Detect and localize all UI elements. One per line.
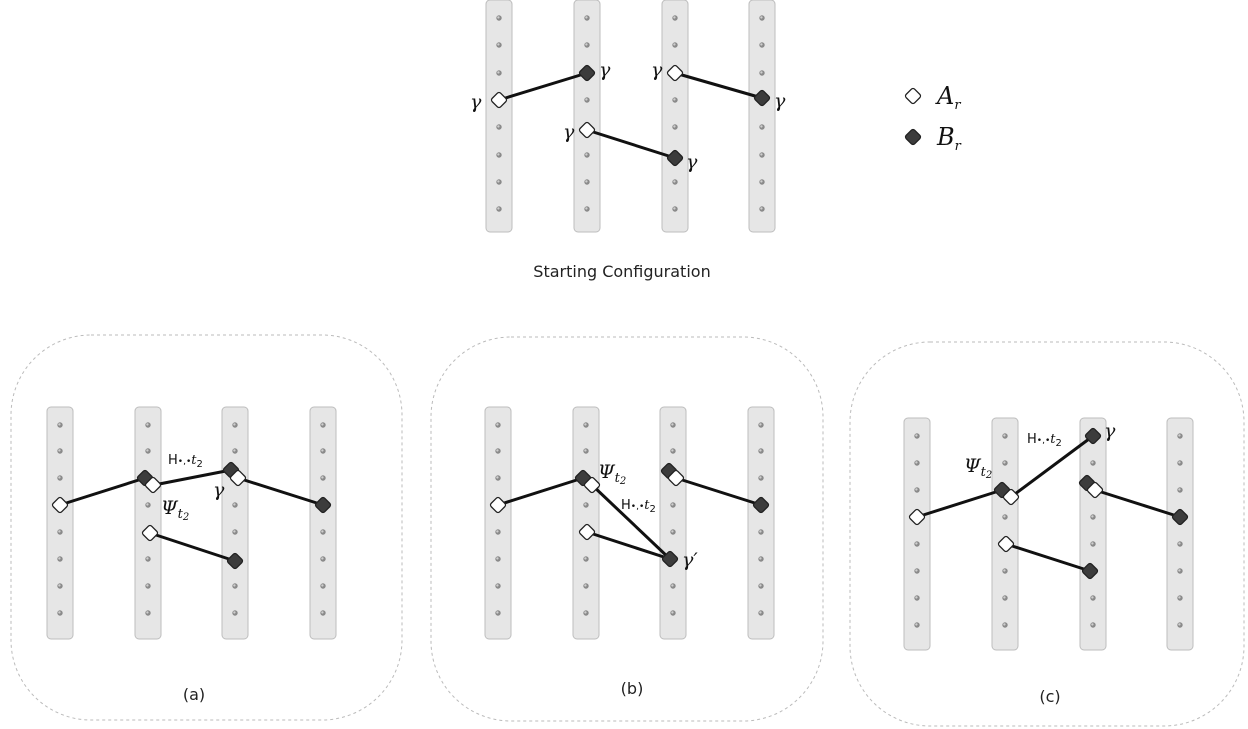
starting-configuration: γ γ γ γ γ γ Starting Configuration [470, 0, 786, 281]
legend-symbol: B [936, 123, 955, 151]
column [661, 0, 689, 233]
gamma-label: γ [774, 90, 786, 112]
gamma-label: γ [213, 479, 225, 501]
filled-node [666, 149, 684, 167]
legend-subscript: r [954, 98, 961, 113]
panel-b: Ψt2 H•,•t2 γ′ (b) [430, 336, 824, 722]
h-label: H•,•t2 [621, 498, 656, 515]
legend: Ar Br [904, 82, 962, 154]
figure-title: Starting Configuration [533, 262, 710, 281]
panel-caption: (b) [621, 679, 644, 698]
column-dots [57, 422, 326, 616]
gamma-label: γ [563, 121, 575, 143]
column [748, 0, 776, 233]
column [485, 0, 513, 233]
svg-text:Ar: Ar [935, 82, 961, 113]
h-label: H•,•t2 [168, 453, 203, 470]
legend-item-b: Br [904, 123, 962, 154]
nodes [490, 64, 771, 167]
panel-caption: (a) [183, 685, 205, 704]
open-node [490, 91, 508, 109]
gamma-label: γ [599, 59, 611, 81]
open-node-marker [904, 87, 922, 105]
psi-label: Ψt2 [598, 461, 626, 487]
filled-node-marker [904, 128, 922, 146]
column [573, 0, 601, 233]
psi-label: Ψt2 [161, 497, 189, 523]
column-dots [914, 433, 1183, 628]
filled-node [753, 89, 771, 107]
filled-node [578, 64, 596, 82]
open-node [666, 64, 684, 82]
legend-symbol: A [935, 82, 954, 110]
gamma-label: γ [686, 151, 698, 173]
panel-border [10, 334, 403, 721]
panel-a: H•,•t2 Ψt2 γ (a) [10, 334, 403, 721]
h-label: H•,•t2 [1027, 432, 1062, 449]
gamma-label: γ [470, 91, 482, 113]
gamma-labels: γ γ γ γ γ γ [470, 59, 786, 173]
gamma-prime-label: γ′ [682, 549, 698, 571]
column-dots [496, 15, 765, 212]
gamma-label: γ [1104, 420, 1116, 442]
legend-subscript: r [955, 139, 962, 154]
panel-caption: (c) [1039, 687, 1060, 706]
edges [498, 71, 763, 160]
psi-label: Ψt2 [964, 455, 992, 481]
gamma-label: γ [651, 59, 663, 81]
open-node [578, 121, 596, 139]
panel-border [849, 341, 1245, 727]
svg-text:Br: Br [936, 123, 962, 154]
panel-c: Ψt2 H•,•t2 γ (c) [849, 341, 1245, 727]
legend-item-a: Ar [904, 82, 961, 113]
panel-border [430, 336, 824, 722]
